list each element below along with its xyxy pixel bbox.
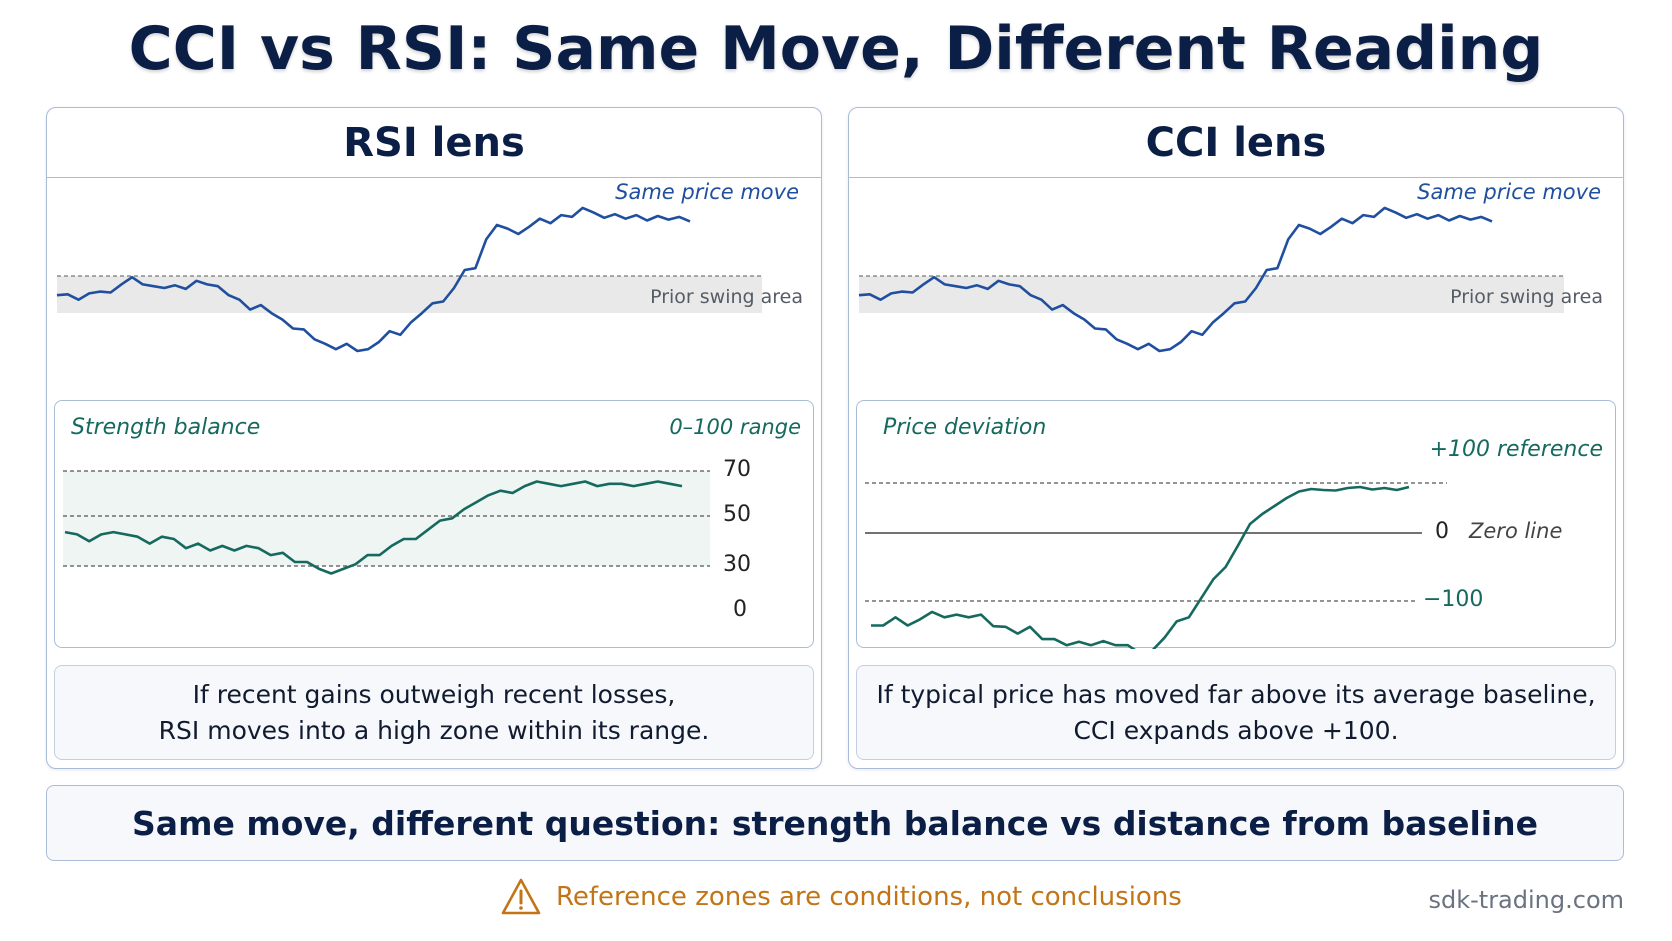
rsi-panel: RSI lens Same price move Prior swing are… [46, 107, 822, 769]
zero-tick: 0 [1435, 519, 1449, 544]
cci-caption: If typical price has moved far above its… [856, 665, 1616, 760]
tick-50: 50 [723, 502, 751, 527]
range-label: 0–100 range [669, 415, 801, 439]
rsi-panel-header: RSI lens [47, 108, 821, 178]
rsi-caption-line-2: RSI moves into a high zone within its ra… [158, 716, 710, 745]
rsi-line [64, 480, 683, 575]
prior-swing-label: Prior swing area [650, 286, 803, 308]
prior-swing-band [57, 276, 762, 313]
rsi-indicator-chart [63, 470, 710, 575]
rsi-caption-line-1: If recent gains outweigh recent losses, [192, 680, 676, 709]
tick-30: 30 [723, 552, 751, 577]
rsi-price-chart [56, 206, 762, 353]
price-move-label: Same price move [615, 180, 799, 204]
price-move-label: Same price move [1417, 180, 1601, 204]
strength-balance-box: Strength balance 0–100 range 70 50 30 0 [54, 400, 814, 648]
cci-indicator-chart [865, 482, 1447, 649]
warning-text: Reference zones are conditions, not conc… [556, 882, 1182, 912]
warning-triangle-icon [501, 878, 541, 915]
cci-panel: CCI lens Same price move Prior swing are… [848, 107, 1624, 769]
cci-caption-line-2: CCI expands above +100. [1073, 716, 1399, 745]
cci-price-chart [858, 206, 1564, 353]
plus-100-reference-label: +100 reference [1429, 437, 1603, 462]
price-move-line [858, 206, 1493, 353]
warning-note: Reference zones are conditions, not conc… [500, 874, 1182, 920]
zero-line-label: Zero line [1469, 519, 1563, 543]
rsi-caption: If recent gains outweigh recent losses, … [54, 665, 814, 760]
cci-line [871, 485, 1410, 649]
price-deviation-box: Price deviation +100 reference 0 Zero li… [856, 400, 1616, 649]
tick-0: 0 [733, 597, 747, 622]
rsi-mid-band [63, 471, 710, 566]
cci-caption-line-1: If typical price has moved far above its… [876, 680, 1596, 709]
cci-panel-header: CCI lens [849, 108, 1623, 178]
bottom-statement: Same move, different question: strength … [46, 785, 1624, 861]
prior-swing-label: Prior swing area [1450, 286, 1603, 308]
site-credit: sdk-trading.com [1428, 886, 1624, 914]
page-title: CCI vs RSI: Same Move, Different Reading [128, 14, 1544, 84]
prior-swing-band [859, 276, 1564, 313]
price-move-line [56, 206, 691, 353]
strength-balance-title: Strength balance [71, 415, 261, 440]
price-deviation-title: Price deviation [883, 415, 1047, 440]
minus-100-label: −100 [1423, 587, 1484, 612]
tick-70: 70 [723, 457, 751, 482]
